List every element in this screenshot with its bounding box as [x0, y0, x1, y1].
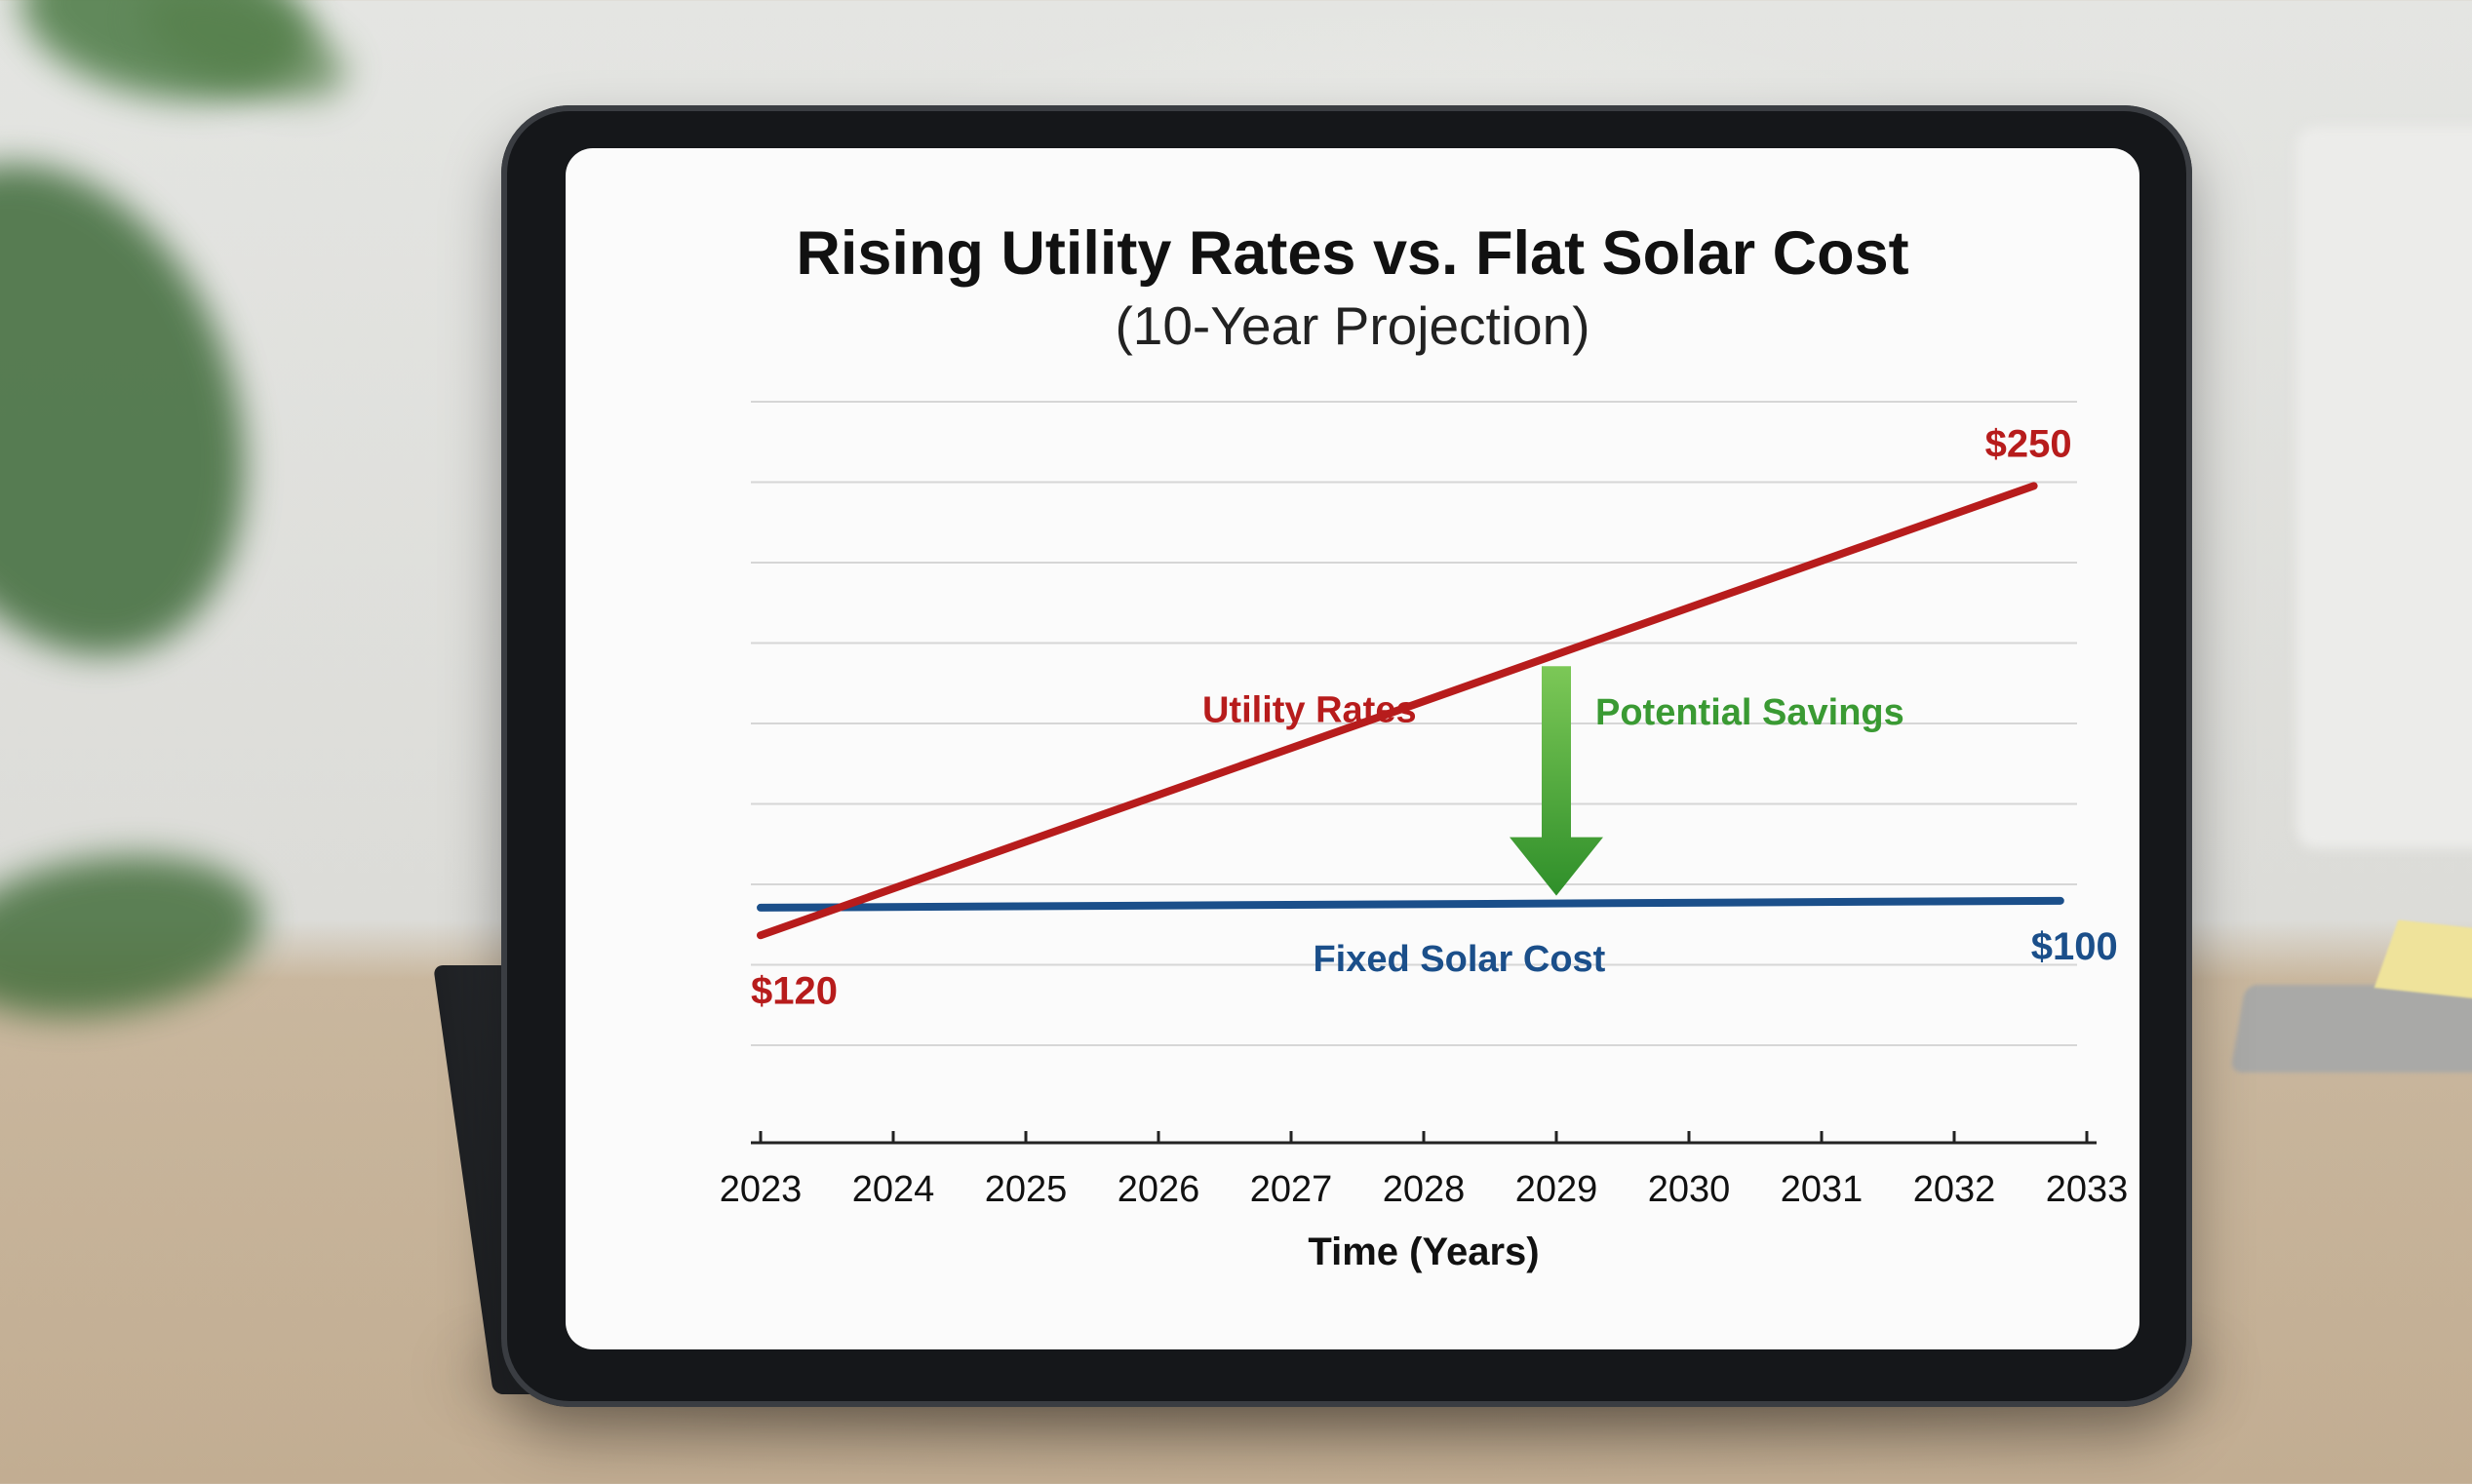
x-tick-label: 2031 — [1781, 1169, 1864, 1210]
savings-arrow-icon — [1510, 666, 1603, 896]
x-tick-label: 2027 — [1250, 1169, 1333, 1210]
background-shelf — [2296, 127, 2472, 848]
desk-keyboard — [2230, 985, 2472, 1073]
chart-title: Rising Utility Rates vs. Flat Solar Cost — [796, 219, 1909, 288]
solar-end-value-label: $100 — [2031, 925, 2118, 968]
x-tick-label: 2032 — [1913, 1169, 1996, 1210]
x-tick-label: 2030 — [1648, 1169, 1731, 1210]
chart-canvas: 2023 2024 2025 2026 2027 2028 2029 2030 2031 2032… — [720, 401, 2129, 1273]
x-tick-label: 2025 — [985, 1169, 1068, 1210]
x-tick-label: 2023 — [720, 1169, 803, 1210]
x-tick-label: 2026 — [1118, 1169, 1200, 1210]
x-tick-label: 2028 — [1383, 1169, 1466, 1210]
plant-leaf — [0, 111, 311, 708]
x-axis: 2023 2024 2025 2026 2027 2028 2029 2030 2031 2032… — [720, 1131, 2129, 1210]
potential-savings-label: Potential Savings — [1595, 692, 1904, 733]
x-tick-label: 2024 — [852, 1169, 935, 1210]
x-tick-label: 2033 — [2046, 1169, 2129, 1210]
tablet-screen: Rising Utility Rates vs. Flat Solar Cost… — [566, 148, 2139, 1349]
sticky-note — [2374, 919, 2472, 1001]
utility-start-value-label: $120 — [751, 969, 838, 1012]
utility-end-value-label: $250 — [1985, 422, 2072, 465]
chart-subtitle: (10-Year Projection) — [1115, 295, 1590, 356]
x-axis-label: Time (Years) — [1308, 1230, 1539, 1273]
plant-leaf — [0, 836, 273, 1036]
grid-lines — [751, 401, 2077, 1046]
x-tick-label: 2029 — [1515, 1169, 1598, 1210]
fixed-solar-cost-label: Fixed Solar Cost — [1313, 939, 1605, 980]
series-line-fixed-solar-cost — [757, 896, 2064, 912]
utility-rates-label: Utility Rates — [1202, 690, 1417, 731]
series-line-utility-rates — [757, 482, 2038, 940]
